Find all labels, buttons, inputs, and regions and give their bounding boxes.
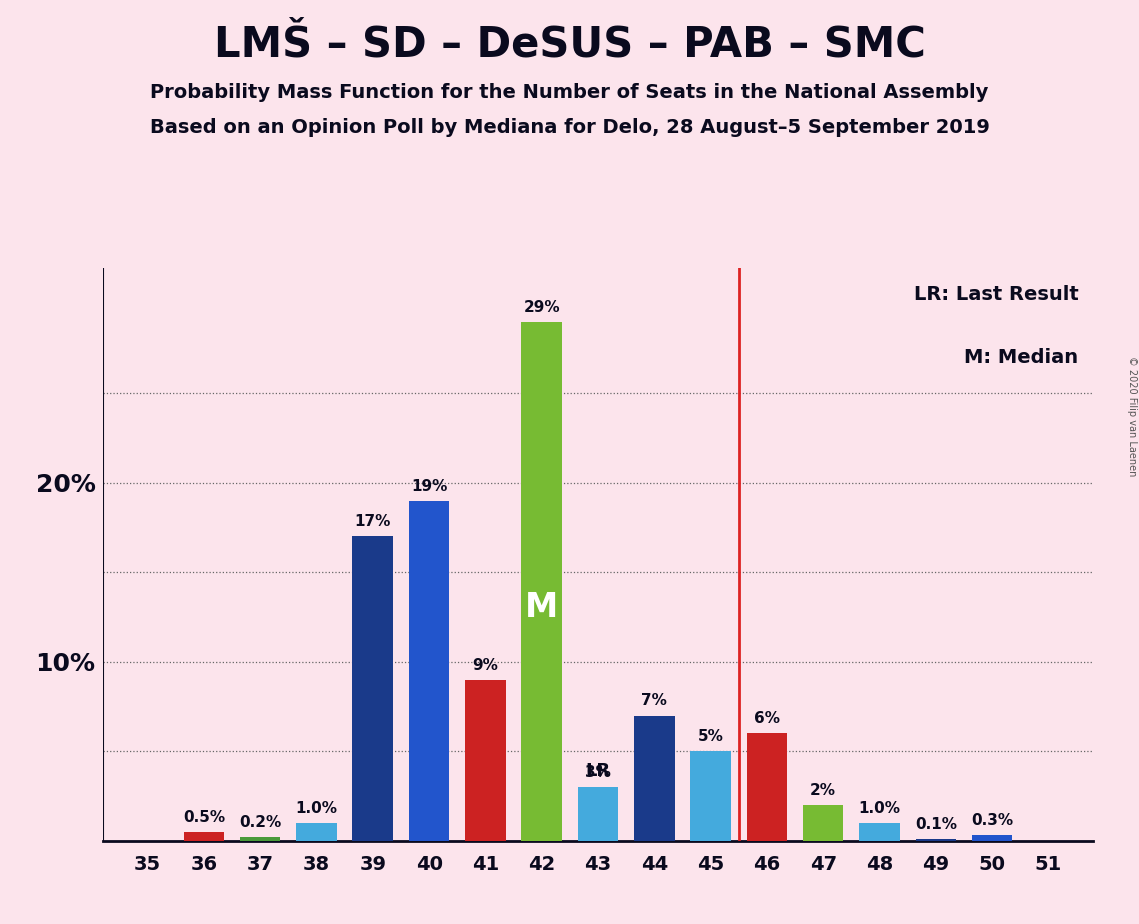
Bar (859, 823, 900, 841)
Text: 17%: 17% (354, 515, 391, 529)
Text: 29%: 29% (523, 299, 560, 314)
Text: 0.5%: 0.5% (182, 809, 224, 825)
Bar (183, 832, 224, 841)
Text: 0.2%: 0.2% (239, 815, 281, 830)
Bar (296, 823, 337, 841)
Text: 5%: 5% (698, 729, 723, 744)
Bar (522, 322, 562, 841)
Text: 19%: 19% (411, 479, 448, 493)
Text: Based on an Opinion Poll by Mediana for Delo, 28 August–5 September 2019: Based on an Opinion Poll by Mediana for … (149, 118, 990, 138)
Text: LR: Last Result: LR: Last Result (913, 286, 1079, 304)
Bar (240, 837, 280, 841)
Bar (803, 805, 844, 841)
Bar (465, 680, 506, 841)
Bar (972, 835, 1013, 841)
Text: 1.0%: 1.0% (295, 801, 337, 816)
Text: LMŠ – SD – DeSUS – PAB – SMC: LMŠ – SD – DeSUS – PAB – SMC (214, 23, 925, 65)
Text: 1.0%: 1.0% (859, 801, 901, 816)
Text: 3%: 3% (585, 765, 611, 780)
Text: M: Median: M: Median (965, 348, 1079, 367)
Text: 9%: 9% (473, 658, 498, 673)
Text: © 2020 Filip van Laenen: © 2020 Filip van Laenen (1126, 356, 1137, 476)
Text: 0.1%: 0.1% (915, 817, 957, 832)
Bar (747, 734, 787, 841)
Text: M: M (525, 590, 558, 624)
Text: 2%: 2% (810, 783, 836, 797)
Bar (352, 537, 393, 841)
Bar (916, 839, 956, 841)
Text: 7%: 7% (641, 693, 667, 709)
Bar (634, 715, 674, 841)
Text: 0.3%: 0.3% (972, 813, 1014, 828)
Bar (409, 501, 449, 841)
Text: Probability Mass Function for the Number of Seats in the National Assembly: Probability Mass Function for the Number… (150, 83, 989, 103)
Text: 6%: 6% (754, 711, 780, 726)
Bar (690, 751, 731, 841)
Bar (577, 787, 618, 841)
Text: LR: LR (585, 762, 611, 780)
